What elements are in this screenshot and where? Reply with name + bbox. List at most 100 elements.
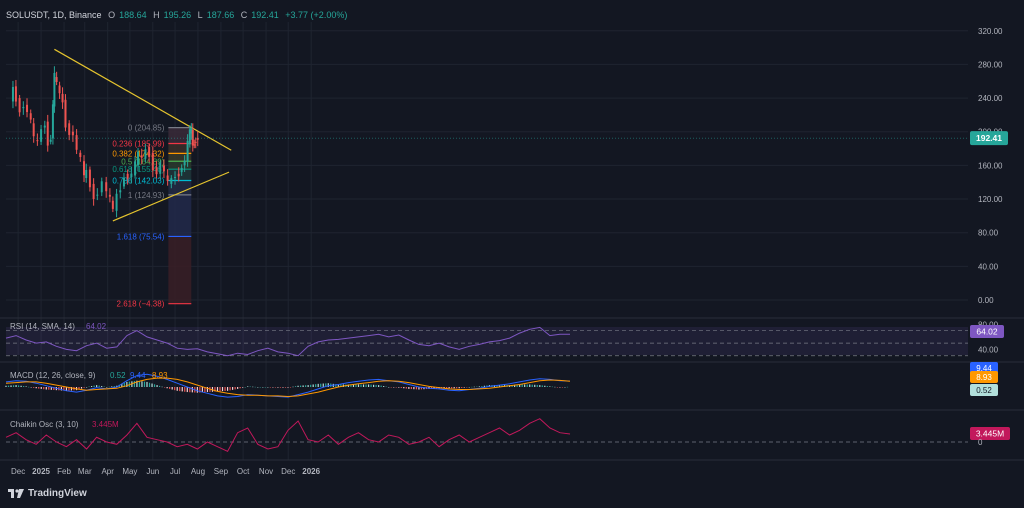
macd-histogram-bar (267, 387, 269, 388)
macd-title: MACD (12, 26, close, 9) (10, 371, 96, 380)
macd-histogram-bar (141, 381, 143, 387)
candle-body (88, 169, 91, 188)
macd-histogram-bar (50, 387, 52, 390)
macd-histogram-bar (360, 384, 362, 387)
macd-histogram-bar (7, 385, 10, 387)
macd-histogram-bar (458, 387, 460, 389)
macd-histogram-bar (340, 384, 342, 387)
rsi-tick-label: 40.00 (978, 345, 999, 354)
candle-body (14, 86, 17, 102)
trendline (54, 48, 232, 151)
fib-zone (168, 143, 192, 154)
macd-histogram-bar (551, 386, 553, 388)
macd-histogram-bar (237, 387, 239, 389)
tradingview-logo[interactable]: TradingView (8, 488, 87, 499)
macd-histogram-bar (196, 387, 198, 393)
macd-histogram-bar (101, 386, 103, 387)
price-tick-label: 40.00 (978, 262, 999, 271)
macd-histogram-bar (176, 387, 178, 391)
macd-histogram-bar (116, 385, 118, 387)
fib-level-label: 1.618 (75.54) (117, 232, 165, 241)
macd-histogram-bar (564, 386, 566, 388)
macd-histogram-bar (174, 387, 176, 391)
macd-histogram-bar (388, 387, 390, 388)
trendline (112, 171, 230, 222)
time-tick-label: Feb (57, 467, 71, 476)
macd-histogram-bar (473, 386, 475, 388)
macd-histogram-bar (534, 384, 536, 387)
macd-histogram-bar (393, 387, 395, 388)
macd-hist-badge (970, 384, 998, 396)
symbol-label: SOLUSDT, 1D, Binance (6, 10, 102, 20)
macd-pane[interactable]: MACD (12, 26, close, 9) 0.52 9.44 8.939.448… (5, 362, 998, 398)
candle-body (148, 146, 151, 157)
candle-body (170, 178, 173, 184)
macd-signal-badge-label: 8.93 (976, 373, 992, 382)
candle-body (180, 167, 183, 173)
macd-histogram-bar (5, 385, 7, 387)
macd-histogram-bar (395, 387, 397, 388)
macd-histogram-bar (65, 387, 68, 391)
time-tick-label: Oct (237, 467, 250, 476)
candle-body (119, 190, 122, 193)
ohlc-high-key: H (153, 10, 160, 20)
macd-histogram-bar (70, 387, 73, 391)
macd-histogram-bar (179, 387, 181, 392)
macd-hist-inline: 0.52 (110, 371, 126, 380)
macd-histogram-bar (20, 385, 22, 387)
time-axis[interactable]: Dec 2025 Feb Mar Apr May Jun Jul Aug Sep Oct Nov Dec… (11, 467, 321, 476)
macd-histogram-bar (259, 387, 261, 388)
macd-histogram-bar (400, 387, 402, 388)
candle-body (126, 173, 129, 179)
ohlc-high-value: 195.26 (163, 10, 192, 20)
macd-histogram-bar (350, 384, 352, 387)
macd-histogram-bar (171, 387, 173, 390)
ohlc-close-key: C (240, 10, 248, 20)
macd-histogram-bar (184, 387, 186, 392)
candle-body (134, 161, 137, 176)
candle-body (183, 160, 186, 166)
price-tick-label: 120.00 (978, 195, 1003, 204)
fib-level-label: 0.236 (185.99) (112, 140, 164, 149)
macd-histogram-bar (151, 383, 153, 387)
chaikin-zero-label: 0 (978, 438, 983, 447)
last-price-label: 192.41 (976, 133, 1002, 143)
macd-histogram-bar (274, 387, 277, 388)
macd-histogram-bar (106, 387, 108, 388)
macd-histogram-bar (536, 384, 538, 387)
candle-body (26, 104, 29, 113)
time-tick-label: May (122, 467, 137, 476)
chaikin-line (5, 418, 571, 452)
macd-histogram-bar (269, 387, 271, 388)
macd-histogram-bar (199, 387, 201, 393)
rsi-line (5, 326, 570, 357)
macd-histogram-bar (98, 385, 100, 387)
ohlc-low-key: L (197, 10, 203, 20)
macd-histogram-bar (287, 387, 289, 388)
candle-body (186, 140, 189, 162)
macd-histogram-bar (498, 385, 501, 387)
macd-histogram-bar (252, 386, 254, 388)
price-axis[interactable]: 320.00280.00240.00200.00160.00120.0080.0… (970, 27, 1008, 305)
macd-histogram-bar (12, 385, 15, 387)
candle-body (29, 113, 32, 120)
macd-histogram-bar (514, 384, 516, 387)
macd-histogram-bar (156, 385, 158, 387)
macd-histogram-bar (549, 386, 551, 387)
candle-body (51, 104, 54, 139)
candle-body (92, 183, 95, 199)
trendlines[interactable] (54, 48, 232, 222)
macd-histogram-bar (315, 384, 317, 387)
last-price-badge (970, 131, 1008, 146)
tradingview-icon (8, 489, 24, 498)
macd-histogram-bar (292, 386, 294, 388)
macd-histogram-bar (38, 387, 40, 389)
macd-histogram-bar (189, 387, 191, 393)
macd-histogram-bar (526, 384, 528, 387)
macd-histogram-bar (25, 386, 27, 387)
macd-histogram-bar (23, 386, 25, 387)
candle-body (140, 155, 143, 158)
